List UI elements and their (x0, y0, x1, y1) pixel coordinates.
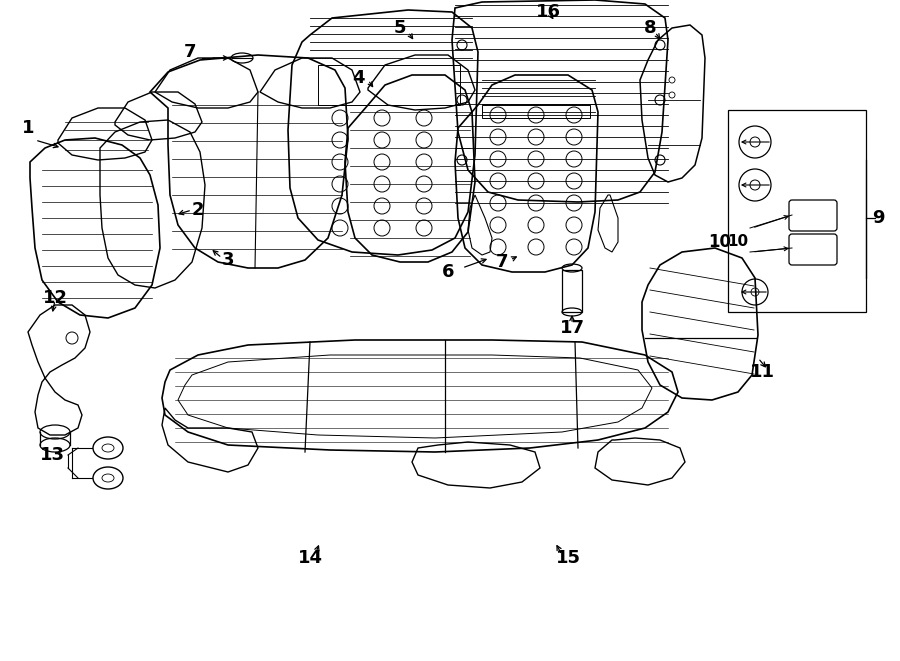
Text: 17: 17 (560, 319, 584, 337)
Text: 14: 14 (298, 549, 322, 567)
Text: 4: 4 (352, 69, 365, 87)
Text: 6: 6 (442, 263, 454, 281)
Text: 13: 13 (40, 446, 65, 464)
Text: 2: 2 (192, 201, 204, 219)
Text: 15: 15 (555, 549, 580, 567)
Text: 12: 12 (42, 289, 68, 307)
Text: 3: 3 (221, 251, 234, 269)
Text: 7: 7 (184, 43, 196, 61)
Text: 16: 16 (536, 3, 561, 21)
Text: 1: 1 (22, 119, 34, 137)
Text: 7: 7 (496, 253, 508, 271)
Text: 8: 8 (644, 19, 656, 37)
Text: 11: 11 (750, 363, 775, 381)
Text: 5: 5 (394, 19, 406, 37)
Text: 9: 9 (872, 209, 884, 227)
Text: 10: 10 (727, 235, 749, 249)
Text: 10: 10 (708, 233, 732, 251)
